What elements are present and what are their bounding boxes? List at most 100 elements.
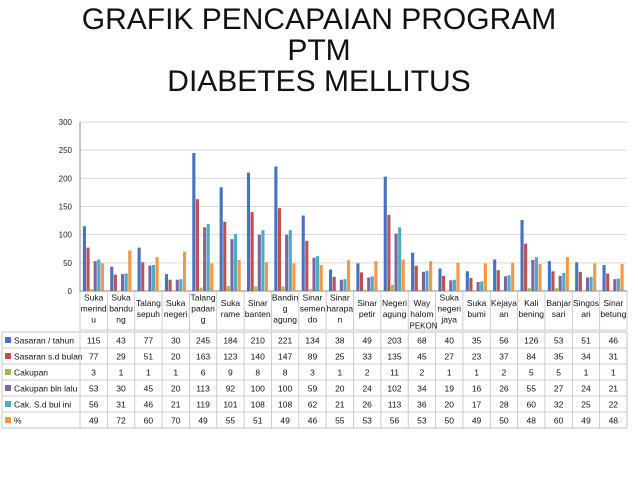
x-axis-title: PEKON (409, 322, 437, 331)
table-cell: 35 (554, 352, 564, 362)
category-label: Negeri (382, 298, 407, 308)
table-cell: 115 (87, 336, 101, 346)
table-cell: 2 (420, 368, 425, 378)
bar (343, 279, 347, 291)
table-cell: 77 (144, 336, 154, 346)
table-cell: 70 (171, 416, 181, 426)
category-label: Suka (221, 298, 241, 308)
y-tick-label: 250 (59, 146, 73, 155)
bar (264, 262, 269, 291)
bar (511, 262, 515, 291)
category-label: sepuh (137, 309, 160, 319)
table-cell: 102 (387, 384, 401, 394)
table-cell: 33 (362, 352, 372, 362)
bar (175, 279, 179, 291)
bar (192, 152, 196, 291)
bar (210, 263, 214, 291)
bar (137, 247, 141, 291)
legend-swatch (5, 417, 11, 423)
table-cell: 8 (283, 368, 288, 378)
bar (124, 273, 128, 291)
bar (421, 271, 425, 291)
category-label: Sinar (248, 298, 268, 308)
table-cell: 3 (310, 368, 315, 378)
table-cell: 49 (581, 416, 591, 426)
bar (257, 234, 261, 291)
table-cell: 184 (223, 336, 237, 346)
bar (121, 274, 125, 291)
category-label: harapa (327, 304, 354, 314)
bar (254, 286, 258, 291)
table-cell: 51 (581, 336, 591, 346)
table-cell: 21 (335, 400, 345, 410)
table-cell: 17 (472, 400, 482, 410)
bar (538, 263, 542, 291)
bar (199, 287, 203, 291)
y-tick-label: 300 (59, 118, 73, 127)
table-cell: 55 (335, 416, 345, 426)
bar (155, 257, 159, 291)
bar (261, 230, 265, 291)
table-cell: 8 (255, 368, 260, 378)
table-cell: 46 (308, 416, 318, 426)
table-cell: 2 (502, 368, 507, 378)
bar (141, 262, 145, 291)
table-cell: 1 (337, 368, 342, 378)
table-cell: 24 (362, 384, 372, 394)
bar (524, 243, 528, 291)
bar (234, 234, 238, 291)
bar (558, 275, 562, 291)
bar (585, 277, 590, 291)
table-cell: 53 (554, 336, 564, 346)
bar (429, 261, 433, 291)
bar (565, 257, 569, 291)
table-cell: 135 (387, 352, 401, 362)
y-tick-label: 0 (68, 287, 73, 296)
table-cell: 1 (584, 368, 589, 378)
bar (425, 270, 429, 291)
bar (151, 265, 156, 291)
table-cell: 163 (196, 352, 210, 362)
legend-label: Cakupan bln lalu (14, 384, 78, 394)
bar (277, 208, 282, 291)
bar (387, 214, 391, 291)
table-cell: 108 (251, 400, 265, 410)
legend-swatch (5, 401, 11, 407)
category-label: agung (273, 315, 297, 325)
bar (301, 215, 305, 291)
category-label: Sinar (303, 293, 323, 303)
category-label: g (283, 304, 288, 314)
legend-label: Cakupan (14, 368, 48, 378)
table-cell: 48 (609, 416, 619, 426)
table-cell: 60 (144, 416, 154, 426)
table-cell: 20 (444, 400, 454, 410)
category-label: n (337, 315, 342, 325)
table-cell: 245 (196, 336, 210, 346)
category-label: do (308, 315, 318, 325)
bar (223, 221, 227, 291)
category-label: Suka (440, 293, 460, 303)
bar (363, 289, 367, 291)
bar (578, 271, 582, 291)
table-cell: 56 (390, 416, 400, 426)
table-cell: 77 (89, 352, 99, 362)
bar (226, 285, 230, 291)
table-cell: 26 (499, 384, 509, 394)
table-cell: 55 (527, 384, 537, 394)
bar (606, 273, 610, 291)
bar (288, 230, 292, 291)
table-cell: 92 (226, 384, 236, 394)
category-label: bening (519, 309, 545, 319)
table-cell: 55 (226, 416, 236, 426)
table-cell: 9 (228, 368, 233, 378)
table-cell: 89 (308, 352, 318, 362)
bar (113, 274, 117, 291)
table-cell: 30 (171, 336, 181, 346)
table-cell: 126 (524, 336, 538, 346)
bar (237, 260, 241, 291)
table-cell: 49 (198, 416, 208, 426)
category-label: negeri (437, 304, 461, 314)
bar (520, 220, 524, 291)
bar (551, 271, 555, 291)
table-cell: 56 (499, 336, 509, 346)
